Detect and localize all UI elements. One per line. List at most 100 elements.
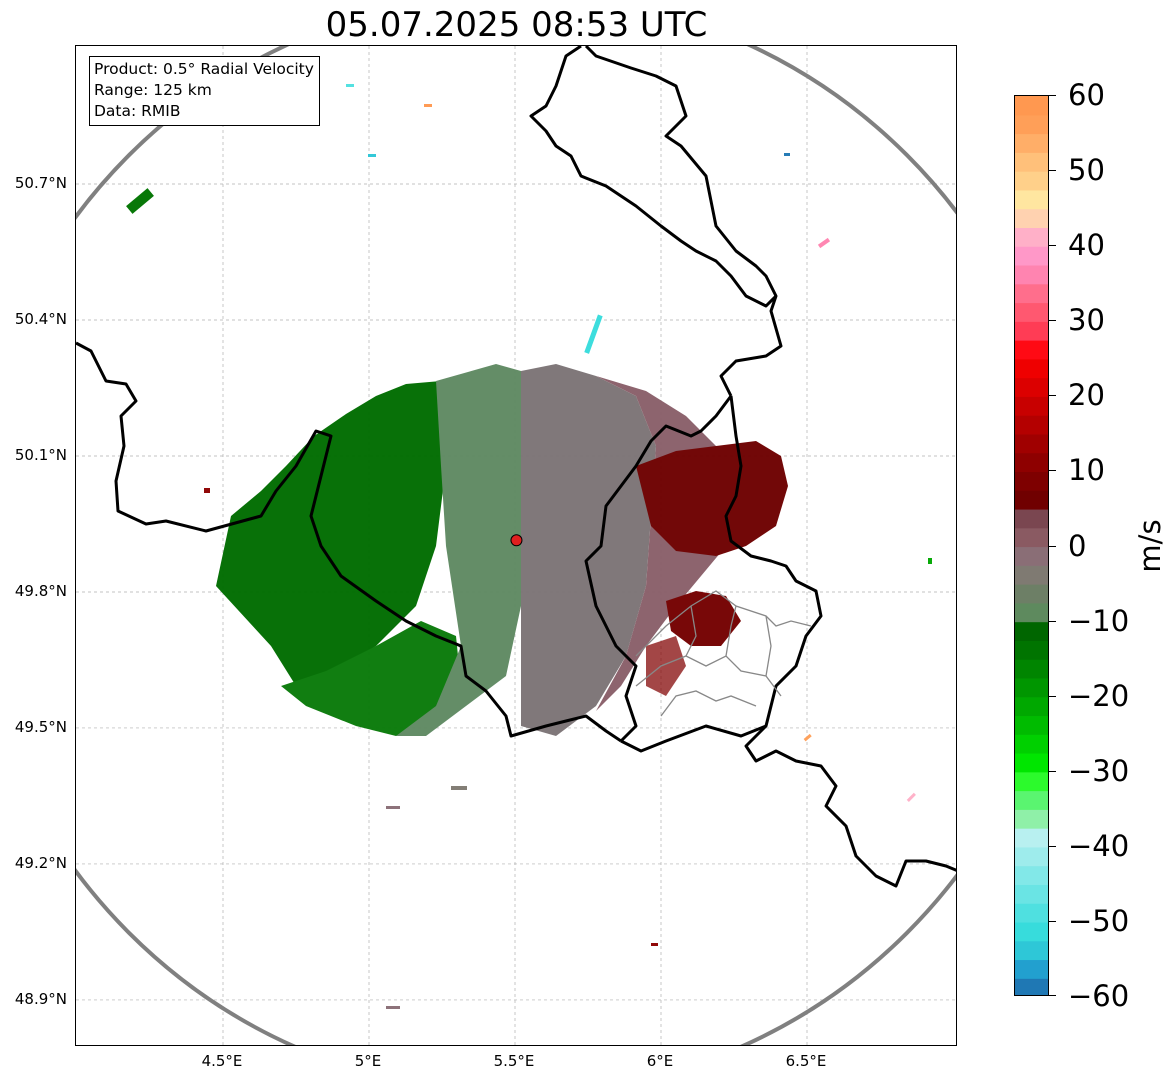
colorbar-segment — [1015, 659, 1048, 679]
echo-speck — [584, 314, 603, 354]
echo-inbound-dark-green — [216, 381, 461, 686]
colorbar-segment — [1015, 959, 1048, 979]
colorbar-segment — [1015, 527, 1048, 548]
echo-speck — [817, 237, 831, 249]
country-borders — [76, 46, 956, 888]
colorbar-segment — [1015, 471, 1048, 491]
lat-tick-label: 49.5°N — [14, 717, 67, 736]
colorbar-tick-mark — [1049, 620, 1056, 622]
lon-tick-label: 4.5°E — [201, 1052, 243, 1070]
colorbar-tick-label: 20 — [1068, 378, 1105, 413]
lon-tick-label: 6.5°E — [785, 1052, 827, 1070]
colorbar-segment — [1015, 565, 1048, 585]
colorbar-segment — [1015, 96, 1048, 116]
colorbar-segment — [1015, 921, 1048, 942]
colorbar-segment — [1015, 358, 1048, 379]
colorbar-segment — [1015, 433, 1048, 454]
echo-speck — [424, 104, 432, 107]
colorbar-tick-mark — [1049, 545, 1056, 547]
colorbar-tick-mark — [1049, 920, 1056, 922]
radar-site-marker — [510, 534, 523, 547]
colorbar-tick-label: 50 — [1068, 153, 1105, 188]
lat-tick-label: 49.2°N — [14, 853, 67, 872]
velocity-colorbar — [1014, 95, 1049, 996]
colorbar-tick-mark — [1049, 95, 1056, 96]
echo-speck — [906, 792, 916, 802]
radar-map-canvas — [76, 46, 956, 1045]
map-title: 05.07.2025 08:53 UTC — [325, 5, 708, 45]
lat-tick-label: 50.7°N — [14, 174, 67, 192]
border-belgium-germany — [584, 46, 783, 397]
colorbar-segment — [1015, 208, 1048, 228]
colorbar-segment — [1015, 677, 1048, 698]
colorbar-segment — [1015, 790, 1048, 810]
lat-tick-label: 50.1°N — [14, 445, 67, 464]
echo-speck — [784, 153, 790, 156]
colorbar-segment — [1015, 415, 1048, 435]
echo-speck — [803, 733, 812, 742]
echo-speck — [368, 154, 376, 157]
colorbar-segment — [1015, 508, 1048, 529]
colorbar-tick-label: 10 — [1068, 453, 1105, 488]
echo-speck — [651, 943, 658, 946]
colorbar-segment — [1015, 246, 1048, 266]
colorbar-segment — [1015, 828, 1048, 848]
colorbar-tick-label: 30 — [1068, 303, 1105, 338]
colorbar-tick-mark — [1049, 170, 1056, 172]
colorbar-segment — [1015, 377, 1048, 397]
colorbar-segment — [1015, 940, 1048, 961]
colorbar-segment — [1015, 715, 1048, 735]
regional-boundaries — [635, 590, 812, 717]
colorbar-tick-label: 40 — [1068, 228, 1105, 263]
echo-inbound-edge — [281, 621, 461, 736]
colorbar-tick-mark — [1049, 770, 1056, 772]
echo-outbound-red-south — [666, 591, 741, 646]
echo-outbound-red — [636, 441, 788, 556]
colorbar-tick-label: −50 — [1068, 903, 1130, 938]
echo-near-zero — [521, 364, 656, 736]
colorbar-segment — [1015, 809, 1048, 829]
colorbar-unit: m/s — [1133, 519, 1167, 573]
lat-tick-label: 49.8°N — [14, 581, 67, 600]
colorbar-tick-label: −60 — [1068, 979, 1130, 1013]
info-source: Data: RMIB — [94, 102, 181, 120]
colorbar-tick-label: −30 — [1068, 753, 1130, 788]
info-product: Product: 0.5° Radial Velocity — [94, 60, 314, 78]
colorbar-segment — [1015, 133, 1048, 153]
colorbar-segment — [1015, 340, 1048, 360]
info-box: Product: 0.5° Radial Velocity Range: 125… — [89, 56, 320, 126]
colorbar-tick-label: 60 — [1068, 78, 1105, 112]
colorbar-tick-mark — [1049, 695, 1056, 697]
colorbar-segment — [1015, 490, 1048, 510]
echo-speck — [386, 806, 400, 809]
colorbar-segment — [1015, 396, 1048, 416]
colorbar-tick-label: −10 — [1068, 603, 1130, 638]
colorbar-segment — [1015, 584, 1048, 604]
border-luxembourg — [584, 395, 733, 743]
colorbar-tick-mark — [1049, 320, 1056, 322]
colorbar-segment — [1015, 452, 1048, 473]
colorbar-segment — [1015, 189, 1048, 210]
colorbar-segment — [1015, 546, 1048, 566]
border-belgium-france-west — [76, 341, 622, 743]
lat-tick-label: 48.9°N — [14, 989, 67, 1008]
lat-tick-label: 50.4°N — [14, 309, 67, 328]
radar-map — [75, 45, 957, 1046]
colorbar-segment — [1015, 752, 1048, 773]
colorbar-tick-label: −40 — [1068, 828, 1130, 863]
colorbar-tick-mark — [1049, 845, 1056, 847]
colorbar-segment — [1015, 771, 1048, 792]
border-france-luxembourg-south — [620, 724, 767, 753]
echo-speck — [928, 558, 932, 564]
colorbar-segment — [1015, 302, 1048, 322]
colorbar-tick-label: −20 — [1068, 678, 1130, 713]
colorbar-segment — [1015, 978, 1048, 995]
colorbar-gradient — [1015, 96, 1048, 995]
colorbar-tick-label: 0 — [1068, 528, 1087, 563]
border-belgium-netherlands-north — [529, 46, 778, 308]
colorbar-segment — [1015, 696, 1048, 717]
colorbar-tick-mark — [1049, 470, 1056, 472]
echo-speck — [346, 84, 354, 87]
colorbar-tick-mark — [1049, 395, 1056, 397]
echo-speck — [126, 188, 154, 214]
